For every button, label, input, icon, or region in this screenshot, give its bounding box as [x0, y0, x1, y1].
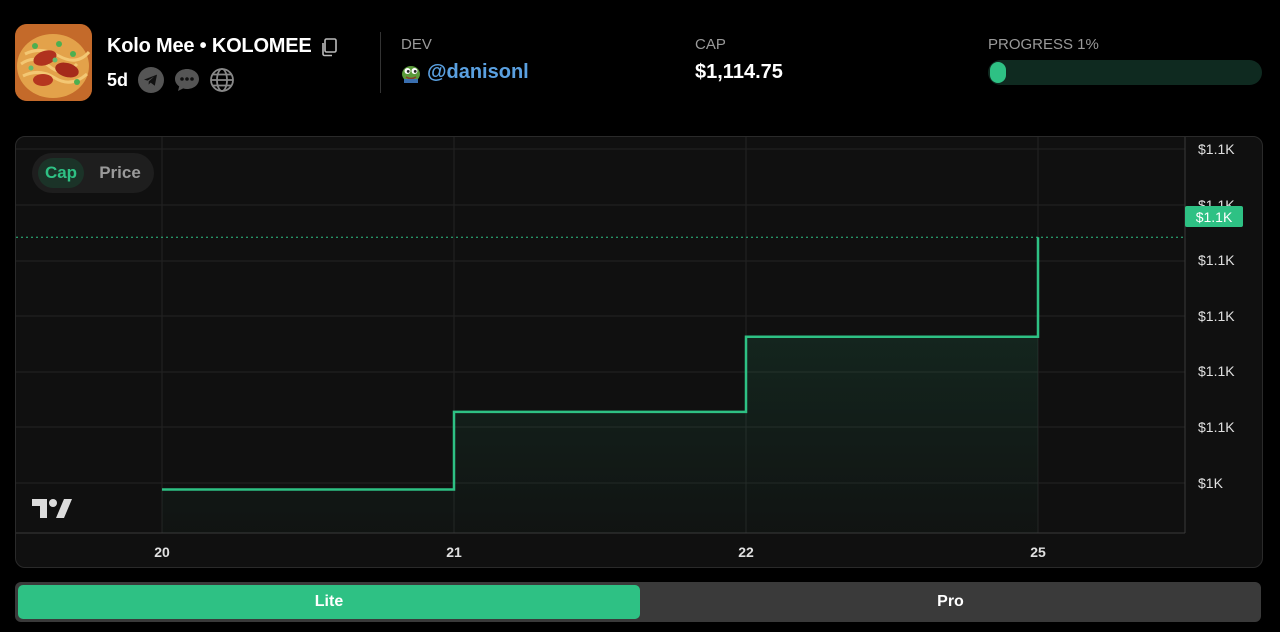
chart-toggle: Cap Price — [32, 153, 154, 193]
dev-label: DEV — [401, 36, 432, 53]
lite-mode-button[interactable]: Lite — [18, 585, 640, 619]
token-image — [15, 24, 92, 101]
token-title: Kolo Mee • KOLOMEE — [107, 35, 312, 58]
mode-switch: Lite Pro — [15, 582, 1261, 622]
y-tick-label: $1.1K — [1198, 308, 1235, 324]
series-area — [162, 336, 1038, 533]
x-tick-label: 22 — [738, 544, 754, 560]
y-tick-label: $1.1K — [1198, 252, 1235, 268]
title-separator: • — [199, 35, 207, 57]
copy-icon[interactable] — [319, 37, 339, 57]
x-tick-label: 20 — [154, 544, 170, 560]
toggle-price[interactable]: Price — [99, 163, 141, 182]
token-header: Kolo Mee • KOLOMEE 5d DEV — [0, 0, 1280, 125]
token-name: Kolo Mee — [107, 35, 195, 57]
token-age: 5d — [107, 70, 129, 90]
dev-link[interactable]: @danisonl — [401, 61, 529, 84]
y-tick-label: $1K — [1198, 475, 1223, 491]
dev-avatar — [402, 65, 420, 83]
pro-mode-button[interactable]: Pro — [937, 593, 964, 610]
progress-fill — [990, 62, 1007, 83]
header-divider — [380, 32, 381, 93]
series-line — [162, 237, 1040, 491]
token-ticker: KOLOMEE — [211, 35, 312, 57]
telegram-icon[interactable] — [138, 67, 164, 93]
chat-icon[interactable] — [173, 67, 199, 93]
toggle-cap[interactable]: Cap — [38, 158, 84, 188]
y-tick-label: $1.1K — [1198, 141, 1235, 157]
chart-panel[interactable]: Cap Price $1.1K $1.1K $1.1K $1.1K $1.1K $1.1K… — [15, 136, 1263, 568]
dev-handle[interactable]: @danisonl — [427, 61, 529, 83]
globe-icon[interactable] — [209, 67, 235, 93]
y-tick-label: $1.1K — [1198, 363, 1235, 379]
progress-label: PROGRESS 1% — [988, 36, 1099, 53]
progress-bar — [988, 60, 1262, 85]
cap-label: CAP — [695, 36, 726, 53]
cap-chart[interactable] — [16, 137, 1262, 567]
y-tick-label: $1.1K — [1198, 419, 1235, 435]
x-tick-label: 25 — [1030, 544, 1046, 560]
x-tick-label: 21 — [446, 544, 462, 560]
tradingview-logo-icon[interactable] — [32, 497, 72, 521]
current-value-tag: $1.1K — [1185, 206, 1243, 227]
cap-value: $1,114.75 — [695, 61, 783, 83]
